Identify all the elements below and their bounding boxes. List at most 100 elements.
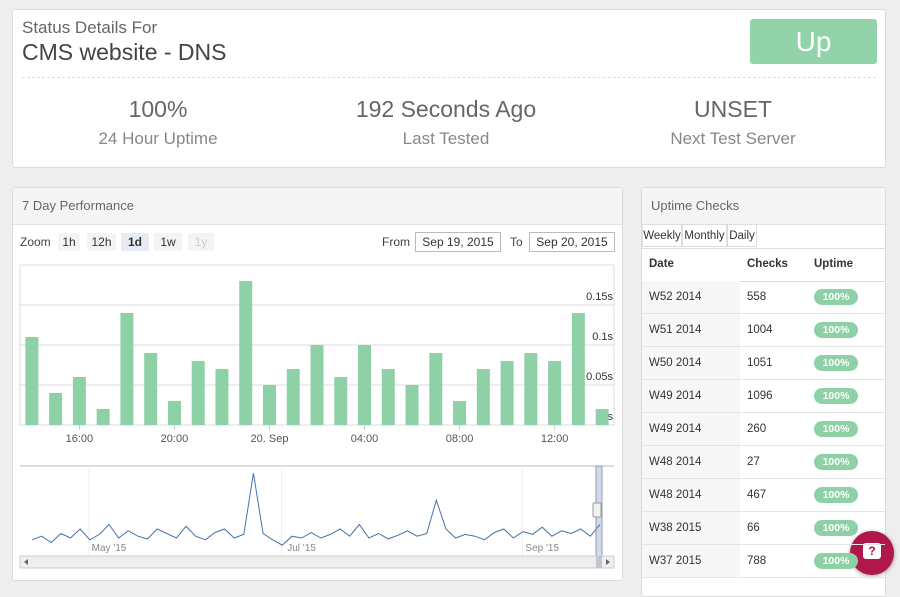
tab[interactable]: Monthly: [682, 224, 727, 247]
date-cell: W50 2014: [649, 357, 702, 369]
zoom-button[interactable]: 1y: [188, 233, 214, 251]
divider: [22, 77, 876, 78]
bar: [476, 369, 490, 425]
uptime-pill: 100%: [814, 487, 858, 503]
x-tick-label: 20. Sep: [251, 433, 289, 445]
checks-cell: 1051: [747, 357, 773, 369]
row-bg: [642, 380, 740, 413]
uptime-pill: 100%: [814, 322, 858, 338]
uptime-pill: 100%: [814, 388, 858, 404]
uptime-pill: 100%: [814, 421, 858, 437]
date-cell: W48 2014: [649, 456, 702, 468]
checks-cell: 467: [747, 489, 767, 501]
tab[interactable]: Weekly: [642, 224, 682, 247]
checks-cell: 1004: [747, 324, 773, 336]
bar: [167, 401, 181, 425]
row-line: [740, 478, 885, 479]
date-cell: W37 2015: [649, 555, 702, 567]
row-bg: [642, 479, 740, 512]
from-input[interactable]: Sep 19, 2015: [415, 232, 501, 252]
date-cell: W38 2015: [649, 522, 702, 534]
row-line: [740, 412, 885, 413]
zoom-button[interactable]: 12h: [87, 233, 116, 251]
x-tick-label: May '15: [92, 543, 127, 554]
checks-cell: 558: [747, 291, 767, 303]
bar: [405, 385, 419, 425]
row-line: [740, 313, 885, 314]
stat-label: Last Tested: [402, 129, 490, 148]
checks-cell: 1096: [747, 390, 773, 402]
uptime-pill: 100%: [814, 553, 858, 569]
from-label: From: [382, 235, 410, 249]
navigator-handle: [592, 502, 602, 518]
row-line: [740, 346, 885, 347]
column-header: Uptime: [814, 258, 853, 270]
x-tick-label: 16:00: [66, 433, 94, 445]
zoom-button[interactable]: 1d: [121, 233, 149, 251]
stat-label: 24 Hour Uptime: [98, 129, 218, 148]
bar: [358, 345, 372, 425]
checks-cell: 66: [747, 522, 760, 534]
title: CMS website - DNS: [22, 39, 227, 65]
bar: [548, 361, 562, 425]
to-input[interactable]: Sep 20, 2015: [529, 232, 615, 252]
stat-value: 100%: [128, 96, 188, 122]
bar: [334, 377, 348, 425]
uptime-pill: 100%: [814, 520, 858, 536]
row-line: [740, 379, 885, 380]
checks-cell: 27: [747, 456, 760, 468]
navigator-bg: [20, 466, 614, 556]
help-button[interactable]: ?: [850, 531, 894, 575]
bar: [239, 281, 253, 425]
y-tick-label: 0.05s: [586, 371, 613, 383]
panel-title: 7 Day Performance: [13, 188, 622, 225]
x-tick-label: Jul '15: [287, 543, 316, 554]
x-tick-label: 04:00: [351, 433, 379, 445]
bar: [595, 409, 609, 425]
bar: [429, 353, 443, 425]
x-tick-label: 20:00: [161, 433, 189, 445]
row-bg: [642, 512, 740, 545]
date-cell: W48 2014: [649, 489, 702, 501]
panel-title: Uptime Checks: [642, 188, 885, 225]
zoom-label: Zoom: [20, 235, 51, 249]
row-line: [740, 577, 885, 578]
table-header-bg: [642, 248, 885, 282]
column-header: Checks: [747, 258, 788, 270]
navigator-line: [31, 473, 601, 546]
zoom-button[interactable]: 1w: [154, 233, 182, 251]
y-tick-label: 0.1s: [592, 331, 613, 343]
bar: [25, 337, 39, 425]
row-bg: [642, 281, 740, 314]
scroll-arrow-right: [606, 559, 610, 565]
bar: [262, 385, 276, 425]
scrollbar: [19, 555, 615, 569]
bar: [524, 353, 538, 425]
bar: [500, 361, 514, 425]
stat-value: UNSET: [694, 96, 772, 122]
bar: [49, 393, 63, 425]
row-line: [740, 544, 885, 545]
bar: [72, 377, 86, 425]
bar: [453, 401, 467, 425]
status-badge: Up: [750, 19, 877, 64]
bar: [215, 369, 229, 425]
row-bg: [642, 446, 740, 479]
date-cell: W49 2014: [649, 390, 702, 402]
row-line: [740, 445, 885, 446]
tab[interactable]: Daily: [727, 224, 757, 247]
uptime-pill: 100%: [814, 289, 858, 305]
zoom-button[interactable]: 1h: [58, 233, 80, 251]
row-bg: [642, 413, 740, 446]
uptime-pill: 100%: [814, 454, 858, 470]
x-tick-label: 08:00: [446, 433, 474, 445]
subtitle: Status Details For: [22, 18, 158, 37]
status-panel: Status Details For CMS website - DNS Up …: [12, 9, 886, 168]
bar: [286, 369, 300, 425]
help-icon: ?: [863, 543, 881, 559]
checks-cell: 260: [747, 423, 767, 435]
bar: [96, 409, 110, 425]
date-cell: W51 2014: [649, 324, 702, 336]
